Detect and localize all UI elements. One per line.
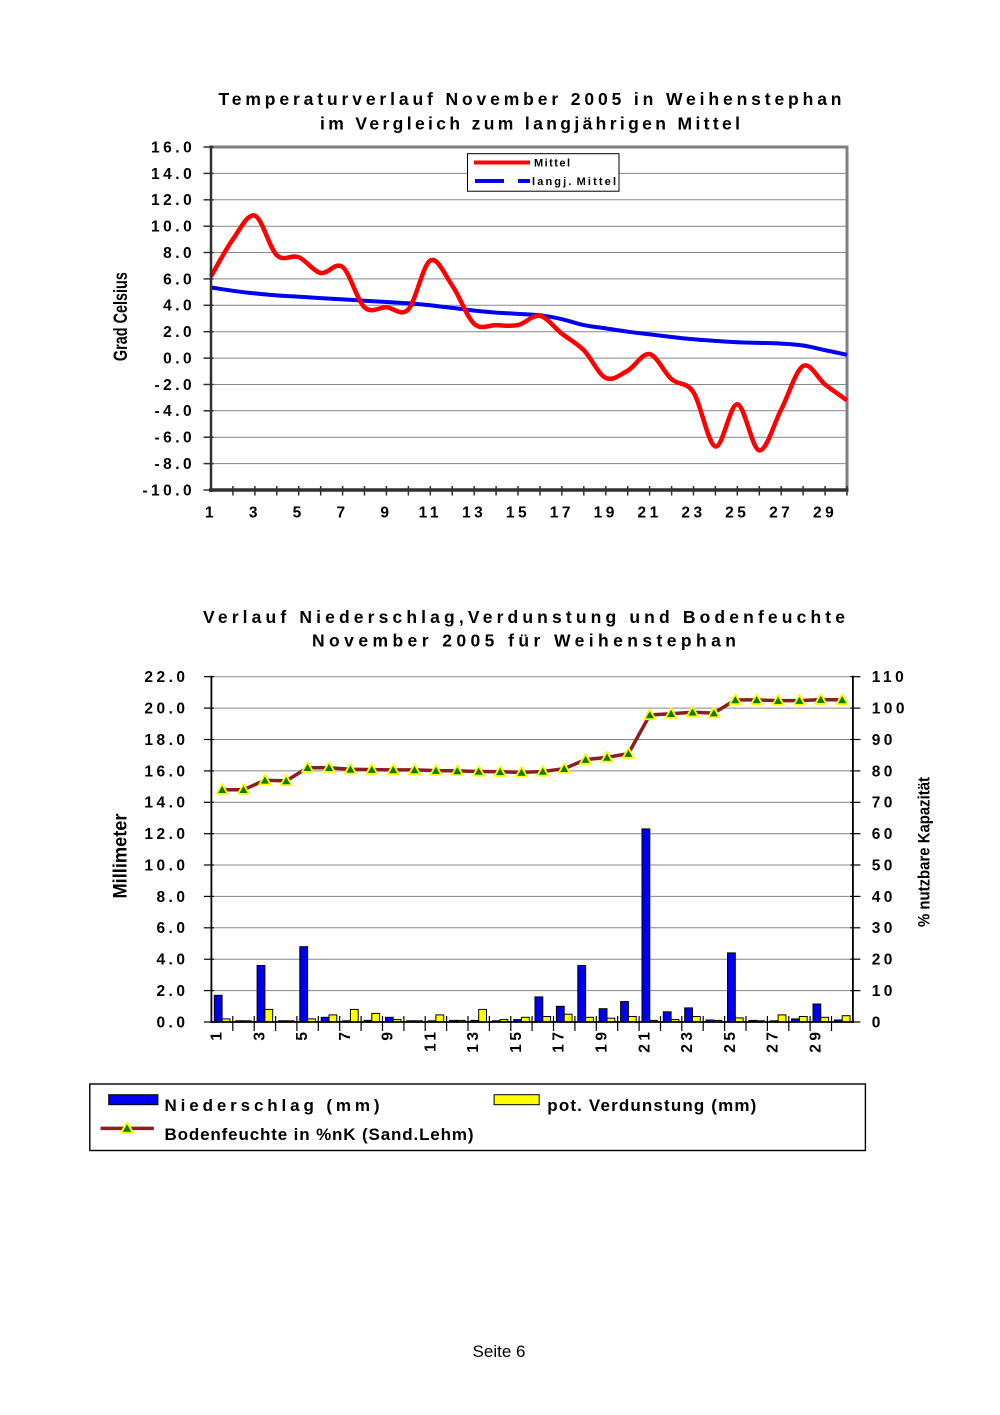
- svg-text:21: 21: [636, 1029, 653, 1053]
- svg-text:60: 60: [872, 826, 896, 843]
- svg-text:27: 27: [769, 505, 793, 522]
- svg-text:16.0: 16.0: [144, 763, 188, 780]
- svg-text:5: 5: [293, 505, 305, 522]
- svg-text:November 2005 für Weihenstepha: November 2005 für Weihenstephan: [312, 631, 736, 651]
- svg-text:29: 29: [813, 505, 837, 522]
- svg-text:10: 10: [872, 983, 896, 1000]
- svg-text:40: 40: [872, 889, 896, 906]
- svg-text:2.0: 2.0: [163, 324, 195, 341]
- svg-text:13: 13: [465, 1029, 482, 1053]
- svg-text:pot. Verdunstung (mm): pot. Verdunstung (mm): [547, 1096, 756, 1115]
- svg-text:0.0: 0.0: [156, 1014, 188, 1031]
- svg-text:Bodenfeuchte in %nK (Sand.Lehm: Bodenfeuchte in %nK (Sand.Lehm): [165, 1125, 474, 1144]
- svg-text:-6.0: -6.0: [154, 430, 195, 447]
- svg-text:29: 29: [807, 1029, 824, 1053]
- svg-text:9: 9: [380, 505, 392, 522]
- svg-text:4.0: 4.0: [156, 952, 188, 969]
- svg-text:-10.0: -10.0: [142, 482, 195, 499]
- svg-text:19: 19: [594, 505, 618, 522]
- svg-text:0: 0: [872, 1014, 884, 1031]
- svg-text:27: 27: [765, 1029, 782, 1053]
- svg-text:80: 80: [872, 763, 896, 780]
- svg-text:15: 15: [506, 505, 530, 522]
- svg-text:6.0: 6.0: [156, 920, 188, 937]
- svg-text:Mittel: Mittel: [534, 158, 570, 170]
- svg-text:10.0: 10.0: [151, 219, 195, 236]
- svg-text:% nutzbare Kapazität: % nutzbare Kapazität: [915, 777, 934, 927]
- svg-text:17: 17: [550, 505, 574, 522]
- svg-text:6.0: 6.0: [163, 271, 195, 288]
- svg-text:13: 13: [462, 505, 486, 522]
- svg-text:8.0: 8.0: [163, 245, 195, 262]
- svg-text:70: 70: [872, 795, 896, 812]
- svg-text:15: 15: [508, 1029, 525, 1053]
- svg-text:2.0: 2.0: [156, 983, 188, 1000]
- svg-text:20.0: 20.0: [144, 701, 188, 718]
- svg-text:11: 11: [422, 1029, 439, 1052]
- svg-text:Grad Celsius: Grad Celsius: [111, 272, 132, 361]
- svg-text:23: 23: [681, 505, 705, 522]
- svg-text:21: 21: [637, 505, 661, 522]
- svg-text:Verlauf Niederschlag,Verdunstu: Verlauf Niederschlag,Verdunstung und Bod…: [203, 607, 845, 627]
- svg-text:110: 110: [872, 669, 908, 686]
- svg-text:90: 90: [872, 732, 896, 749]
- svg-text:-8.0: -8.0: [154, 456, 195, 473]
- svg-text:30: 30: [872, 920, 896, 937]
- svg-text:14.0: 14.0: [151, 166, 195, 183]
- svg-text:16.0: 16.0: [151, 139, 195, 156]
- svg-text:3: 3: [251, 1029, 268, 1041]
- svg-text:3: 3: [249, 505, 261, 522]
- svg-text:17: 17: [551, 1029, 568, 1053]
- svg-text:Seite 6: Seite 6: [473, 1342, 526, 1361]
- svg-text:12.0: 12.0: [151, 192, 195, 209]
- svg-text:12.0: 12.0: [144, 826, 188, 843]
- svg-text:25: 25: [725, 505, 749, 522]
- svg-text:25: 25: [722, 1029, 739, 1053]
- svg-text:-2.0: -2.0: [154, 377, 195, 394]
- svg-text:7: 7: [337, 1029, 354, 1041]
- svg-text:19: 19: [594, 1029, 611, 1053]
- svg-text:22.0: 22.0: [144, 669, 188, 686]
- svg-text:100: 100: [872, 701, 908, 718]
- svg-text:Niederschlag (mm): Niederschlag (mm): [165, 1096, 380, 1115]
- svg-text:14.0: 14.0: [144, 795, 188, 812]
- svg-text:23: 23: [679, 1029, 696, 1053]
- svg-text:11: 11: [419, 505, 442, 522]
- svg-text:5: 5: [294, 1029, 311, 1041]
- svg-text:4.0: 4.0: [163, 298, 195, 315]
- svg-text:-4.0: -4.0: [154, 403, 195, 420]
- svg-text:18.0: 18.0: [144, 732, 188, 749]
- svg-text:Millimeter: Millimeter: [111, 813, 132, 899]
- svg-text:0.0: 0.0: [163, 351, 195, 368]
- svg-text:Temperaturverlauf November 200: Temperaturverlauf November 2005 in Weihe…: [219, 89, 842, 109]
- svg-text:50: 50: [872, 857, 896, 874]
- svg-text:20: 20: [872, 952, 896, 969]
- svg-text:10.0: 10.0: [144, 857, 188, 874]
- svg-text:1: 1: [205, 505, 217, 522]
- svg-text:9: 9: [380, 1029, 397, 1041]
- svg-text:8.0: 8.0: [156, 889, 188, 906]
- svg-text:7: 7: [337, 505, 349, 522]
- svg-text:1: 1: [209, 1029, 226, 1041]
